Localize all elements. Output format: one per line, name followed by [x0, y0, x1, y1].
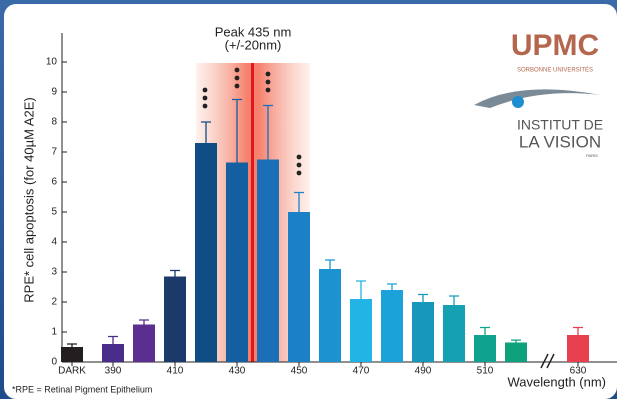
bar [164, 276, 186, 362]
logo-upmc: UPMC [511, 29, 599, 62]
y-tick-label: 7 [51, 147, 57, 158]
x-tick-label: 510 [477, 366, 494, 377]
bar [102, 344, 124, 362]
bar [195, 143, 217, 362]
y-tick-label: 8 [51, 117, 57, 128]
error-bar [201, 121, 211, 143]
y-tick-label: 9 [51, 87, 57, 98]
error-bar [573, 326, 583, 335]
axis-break [540, 353, 555, 369]
bar [381, 290, 403, 362]
y-tick-label: 4 [51, 237, 57, 248]
panel [4, 4, 617, 399]
error-bar [356, 280, 366, 299]
error-bar [294, 191, 304, 212]
y-tick-label: 6 [51, 177, 57, 188]
significance [202, 67, 302, 176]
footnote: *RPE = Retinal Pigment Epithelium [12, 384, 152, 394]
x-tick-label: DARK [58, 366, 86, 377]
error-bar [480, 326, 490, 335]
bar [257, 159, 279, 362]
logo-paris: PARIS [586, 153, 598, 158]
error-bar [170, 269, 180, 277]
x-tick-label: 430 [229, 366, 246, 377]
error-bar [139, 319, 149, 325]
annotation: (+/-20nm) [225, 37, 282, 52]
bar [226, 162, 248, 362]
error-bar [263, 104, 273, 160]
x-tick-label: 410 [167, 366, 184, 377]
bar [505, 342, 527, 362]
bar [133, 324, 155, 362]
y-axis-label: RPE* cell apoptosis (for 40µM A2E) [21, 97, 36, 302]
x-tick-label: 630 [570, 366, 587, 377]
x-tick-label: 470 [353, 366, 370, 377]
y-tick-label: 10 [46, 57, 58, 68]
bar [319, 269, 341, 362]
logo-eye [474, 89, 600, 108]
annotation: Peak 435 nm [215, 24, 292, 39]
error-bar [387, 283, 397, 290]
logo-eye [512, 96, 524, 108]
y-tick-label: 5 [51, 207, 57, 218]
logo-vision: LA VISION [519, 132, 601, 151]
error-bar [67, 343, 77, 347]
x-axis-label: Wavelength (nm) [508, 374, 607, 389]
y-tick-label: 1 [51, 327, 57, 338]
bar [61, 347, 83, 362]
x-tick-label: 390 [105, 366, 122, 377]
x-tick-label: 490 [415, 366, 432, 377]
error-bar [511, 339, 521, 343]
error-bar [449, 295, 459, 305]
bar [443, 305, 465, 362]
bar [567, 335, 589, 362]
error-bar [325, 259, 335, 269]
peak-line [251, 63, 254, 362]
bar [288, 212, 310, 362]
y-tick-label: 0 [51, 357, 57, 368]
error-bar [108, 335, 118, 344]
error-bar [232, 98, 242, 163]
logo-sorbonne: SORBONNE UNIVERSITÉS [517, 67, 593, 74]
x-tick-label: 450 [291, 366, 308, 377]
y-tick-label: 3 [51, 267, 57, 278]
bar [350, 299, 372, 362]
logo-institut: INSTITUT DE [517, 117, 603, 133]
bar [412, 302, 434, 362]
y-tick-label: 2 [51, 297, 57, 308]
error-bar [418, 293, 428, 302]
bar [474, 335, 496, 362]
